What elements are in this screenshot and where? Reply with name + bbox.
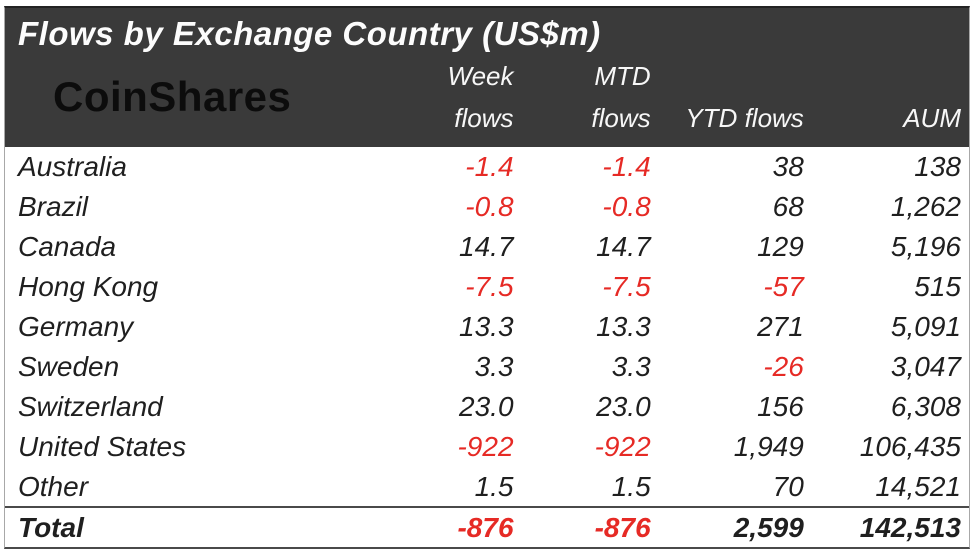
col-header-aum: AUM — [903, 103, 961, 133]
ytd-flows-cell: 271 — [757, 311, 804, 342]
aum-cell: 1,262 — [890, 191, 961, 222]
col-header-aum-spacer — [804, 53, 969, 95]
mtd-flows-cell: -1.4 — [602, 151, 651, 182]
aum-cell: 106,435 — [859, 431, 961, 462]
aum-cell: 138 — [914, 151, 961, 182]
ytd-flows-cell: 68 — [772, 191, 804, 222]
flows-table-frame: Flows by Exchange Country (US$m) CoinSha… — [4, 6, 970, 549]
mtd-flows-cell: 3.3 — [611, 351, 651, 382]
table-row: Canada 14.7 14.7 129 5,196 — [5, 227, 969, 267]
mtd-flows-cell: 14.7 — [596, 231, 651, 262]
table-row: United States -922 -922 1,949 106,435 — [5, 427, 969, 467]
country-cell: Sweden — [18, 351, 120, 382]
logo-cell: CoinShares — [5, 53, 399, 143]
col-header-week-line1: Week — [447, 61, 514, 91]
mtd-flows-cell: -922 — [594, 431, 651, 462]
table-row: Switzerland 23.0 23.0 156 6,308 — [5, 387, 969, 427]
total-row: Total -876 -876 2,599 142,513 — [5, 506, 969, 548]
col-header-week-line2: flows — [454, 103, 514, 133]
ytd-flows-cell: 38 — [772, 151, 804, 182]
mtd-flows-cell: -0.8 — [602, 191, 651, 222]
table-title: Flows by Exchange Country (US$m) — [18, 15, 601, 52]
col-header-ytd-spacer — [651, 53, 804, 95]
aum-cell: 5,196 — [890, 231, 961, 262]
table-row: Australia -1.4 -1.4 38 138 — [5, 147, 969, 187]
aum-cell: 515 — [914, 271, 961, 302]
table-row: Germany 13.3 13.3 271 5,091 — [5, 307, 969, 347]
week-flows-cell: 1.5 — [474, 470, 514, 502]
table-body: Australia -1.4 -1.4 38 138 Brazil -0.8 -0.8 68 1,… — [5, 147, 969, 507]
column-header-table: CoinShares Week MTD flows flows YTD flow… — [5, 53, 969, 143]
mtd-flows-cell: 23.0 — [596, 391, 651, 422]
total-aum: 142,513 — [803, 506, 969, 548]
table-row: Hong Kong -7.5 -7.5 -57 515 — [5, 267, 969, 307]
ytd-flows-cell: -26 — [763, 351, 804, 382]
country-cell: Brazil — [18, 191, 89, 222]
week-flows-cell: 23.0 — [459, 391, 514, 422]
ytd-flows-cell: 129 — [757, 231, 804, 262]
coinshares-logo: CoinShares — [53, 72, 292, 120]
aum-cell: 3,047 — [890, 351, 961, 382]
week-flows-cell: 13.3 — [459, 311, 514, 342]
country-cell: Canada — [18, 231, 117, 262]
country-cell: Australia — [18, 151, 127, 182]
ytd-flows-cell: 1,949 — [733, 431, 804, 462]
ytd-flows-cell: 156 — [757, 391, 804, 422]
col-header-mtd-line1: MTD — [594, 61, 651, 91]
country-cell: Switzerland — [18, 391, 163, 422]
total-ytd-flows: 2,599 — [650, 506, 804, 548]
table-row: Sweden 3.3 3.3 -26 3,047 — [5, 347, 969, 387]
aum-cell: 6,308 — [890, 391, 961, 422]
country-cell: Other — [18, 470, 89, 502]
week-flows-cell: -0.8 — [465, 191, 514, 222]
mtd-flows-cell: -7.5 — [602, 271, 651, 302]
week-flows-cell: 3.3 — [474, 351, 514, 382]
total-mtd-flows: -876 — [513, 506, 651, 548]
ytd-flows-cell: 70 — [772, 470, 804, 502]
total-label: Total — [5, 506, 400, 548]
total-week-flows: -876 — [399, 506, 514, 548]
week-flows-cell: -922 — [457, 431, 514, 462]
col-header-ytd: YTD flows — [685, 103, 804, 133]
aum-cell: 5,091 — [890, 311, 961, 342]
aum-cell: 14,521 — [875, 470, 961, 502]
country-cell: United States — [18, 431, 187, 462]
table-header: Flows by Exchange Country (US$m) CoinSha… — [5, 8, 969, 147]
country-cell: Hong Kong — [18, 271, 159, 302]
mtd-flows-cell: 1.5 — [611, 470, 651, 502]
flows-data-table: Australia -1.4 -1.4 38 138 Brazil -0.8 -0.8 68 1,… — [5, 147, 969, 548]
col-header-mtd-line2: flows — [591, 103, 651, 133]
table-row: Brazil -0.8 -0.8 68 1,262 — [5, 187, 969, 227]
week-flows-cell: -7.5 — [465, 271, 514, 302]
week-flows-cell: -1.4 — [465, 151, 514, 182]
week-flows-cell: 14.7 — [459, 231, 514, 262]
table-row: Other 1.5 1.5 70 14,521 — [5, 467, 969, 507]
mtd-flows-cell: 13.3 — [596, 311, 651, 342]
country-cell: Germany — [18, 311, 134, 342]
ytd-flows-cell: -57 — [763, 271, 804, 302]
